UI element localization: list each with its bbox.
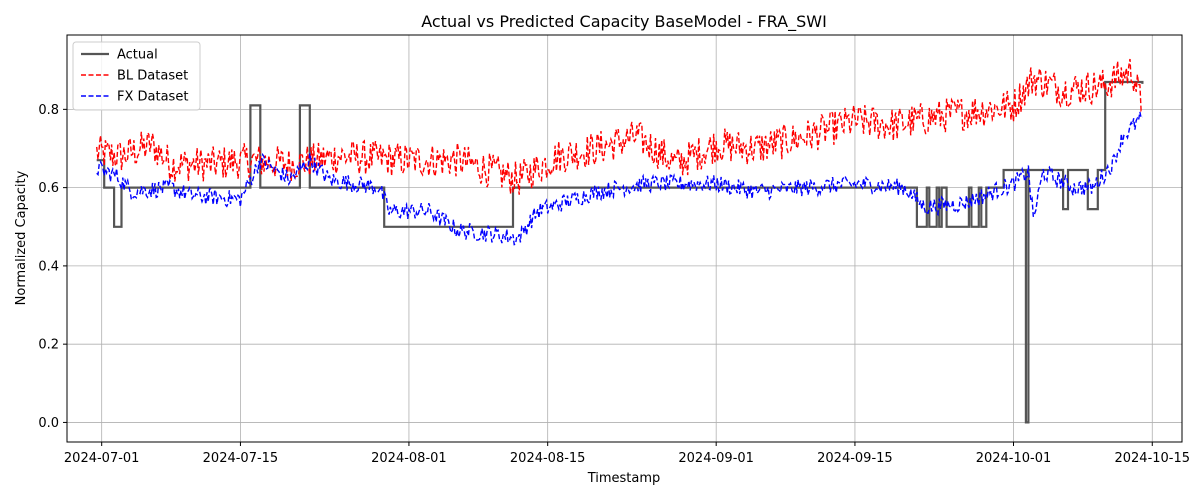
x-axis-label: Timestamp: [587, 471, 661, 486]
x-tick-label: 2024-09-15: [817, 451, 893, 466]
series-line-actual: [96, 80, 1144, 424]
series-line-fx-dataset: [96, 111, 1143, 246]
ticks: 2024-07-01 2024-07-15 2024-08-01 2024-08-15…: [38, 103, 1190, 466]
y-tick-label: 0.4: [38, 259, 59, 274]
x-tick-label: 2024-07-15: [203, 451, 279, 466]
legend-box: [72, 41, 201, 111]
legend-label: FX Dataset: [117, 90, 188, 105]
x-tick-label: 2024-10-15: [1114, 451, 1190, 466]
x-tick-label: 2024-07-01: [64, 451, 140, 466]
x-tick-label: 2024-09-01: [678, 451, 754, 466]
legend: Actual BL Dataset FX Dataset: [72, 41, 201, 111]
legend-label: Actual: [117, 48, 158, 63]
x-tick-label: 2024-08-15: [510, 451, 586, 466]
x-tick-label: 2024-08-01: [371, 451, 447, 466]
series-layer: [96, 58, 1144, 424]
gridlines: [67, 35, 1182, 442]
legend-label: BL Dataset: [117, 69, 188, 84]
y-axis-label: Normalized Capacity: [14, 170, 29, 305]
x-tick-label: 2024-10-01: [976, 451, 1052, 466]
y-tick-label: 0.2: [38, 338, 59, 353]
chart-title: Actual vs Predicted Capacity BaseModel -…: [421, 12, 827, 32]
y-tick-label: 0.8: [38, 103, 59, 118]
series-line-bl-dataset: [96, 58, 1143, 195]
plot-frame: [66, 34, 1183, 443]
y-tick-label: 0.6: [38, 181, 59, 196]
y-tick-label: 0.0: [38, 416, 59, 431]
